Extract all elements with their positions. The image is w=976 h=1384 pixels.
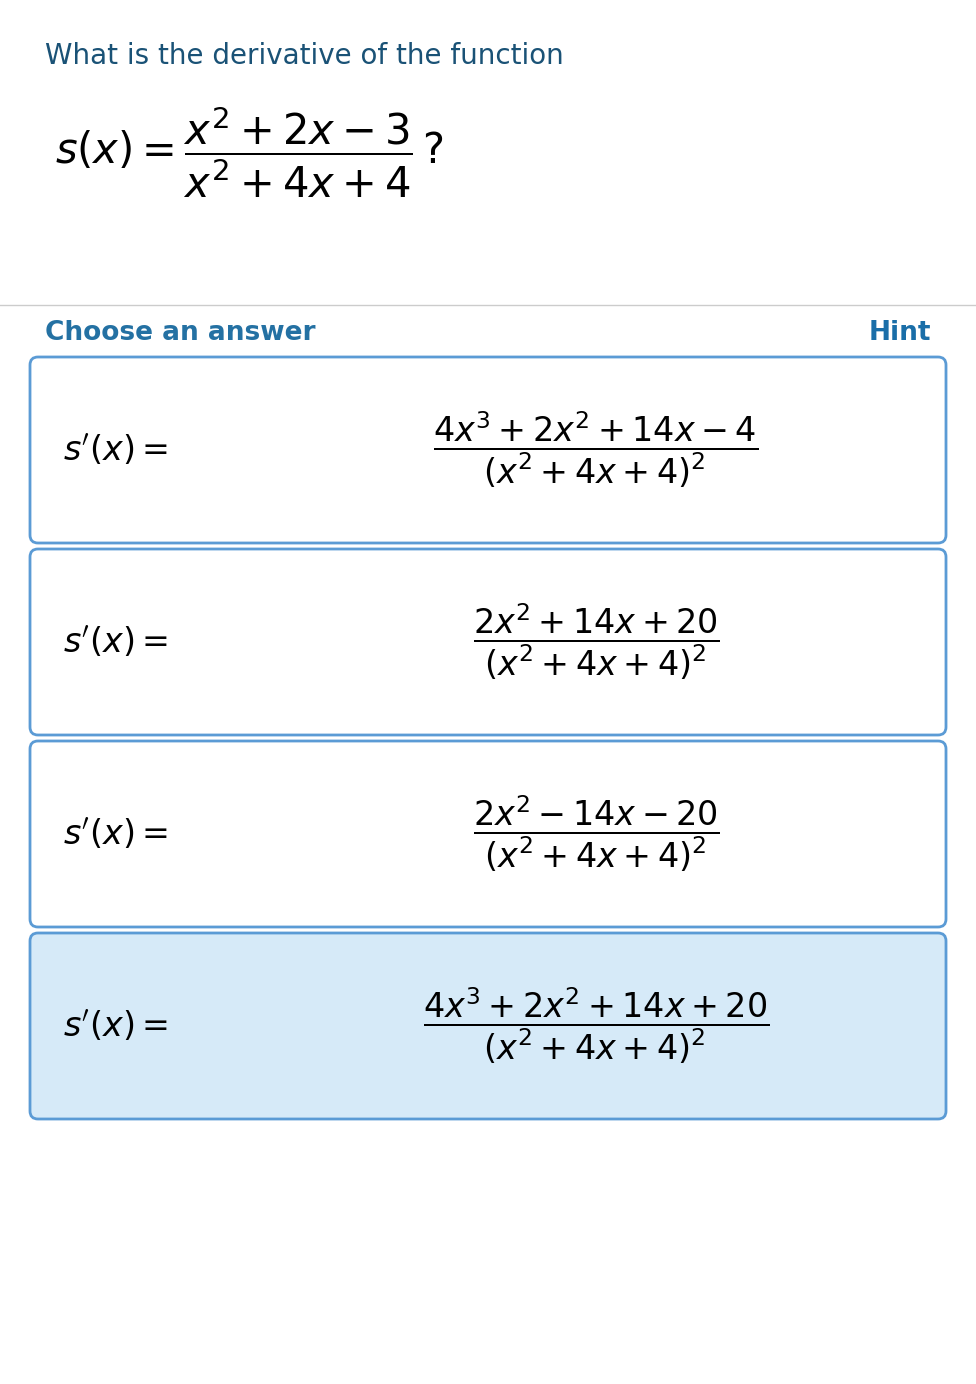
Text: $\dfrac{2x^2 + 14x + 20}{(x^2 + 4x + 4)^2}$: $\dfrac{2x^2 + 14x + 20}{(x^2 + 4x + 4)^…: [472, 602, 719, 682]
Text: Choose an answer: Choose an answer: [45, 320, 315, 346]
FancyBboxPatch shape: [30, 740, 946, 927]
FancyBboxPatch shape: [30, 933, 946, 1120]
Text: $s'(x) =$: $s'(x) =$: [63, 1009, 168, 1044]
Text: What is the derivative of the function: What is the derivative of the function: [45, 42, 564, 71]
Text: $s'(x) =$: $s'(x) =$: [63, 433, 168, 468]
Text: $\dfrac{2x^2 - 14x - 20}{(x^2 + 4x + 4)^2}$: $\dfrac{2x^2 - 14x - 20}{(x^2 + 4x + 4)^…: [472, 794, 719, 875]
Text: $s(x) = \dfrac{x^2 + 2x - 3}{x^2 + 4x + 4}\,?$: $s(x) = \dfrac{x^2 + 2x - 3}{x^2 + 4x + …: [55, 105, 444, 201]
Text: Hint: Hint: [869, 320, 931, 346]
FancyBboxPatch shape: [30, 357, 946, 543]
Text: $s'(x) =$: $s'(x) =$: [63, 817, 168, 851]
FancyBboxPatch shape: [30, 549, 946, 735]
Text: $\dfrac{4x^3 + 2x^2 + 14x - 4}{(x^2 + 4x + 4)^2}$: $\dfrac{4x^3 + 2x^2 + 14x - 4}{(x^2 + 4x…: [433, 410, 758, 490]
Text: $s'(x) =$: $s'(x) =$: [63, 624, 168, 659]
Text: $\dfrac{4x^3 + 2x^2 + 14x + 20}{(x^2 + 4x + 4)^2}$: $\dfrac{4x^3 + 2x^2 + 14x + 20}{(x^2 + 4…: [423, 985, 769, 1066]
